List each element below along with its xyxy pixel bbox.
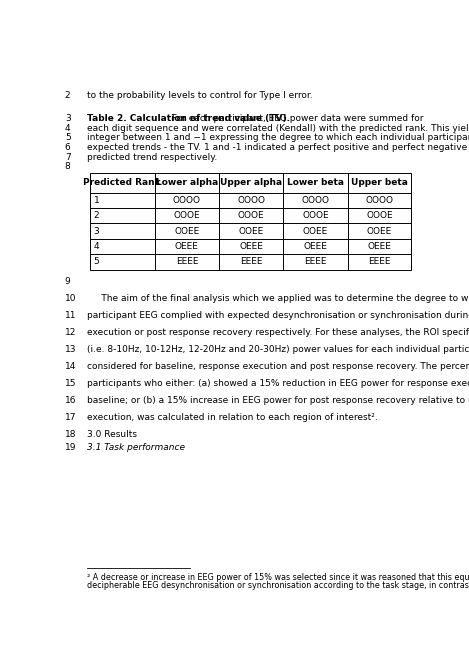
Text: to the probability levels to control for Type I error.: to the probability levels to control for… [86, 91, 312, 100]
Text: participant EEG complied with expected desynchronisation or synchronisation duri: participant EEG complied with expected d… [86, 311, 469, 320]
Text: 3: 3 [65, 114, 70, 123]
Text: predicted trend respectively.: predicted trend respectively. [86, 153, 217, 162]
Text: Upper beta: Upper beta [351, 178, 408, 187]
Text: 1: 1 [93, 196, 99, 205]
Text: OOOO: OOOO [302, 196, 330, 205]
Text: OOEE: OOEE [303, 227, 328, 235]
Text: Upper alpha: Upper alpha [220, 178, 282, 187]
Text: Lower alpha: Lower alpha [156, 178, 218, 187]
Text: 3: 3 [93, 227, 99, 235]
Text: OOOE: OOOE [302, 211, 329, 220]
Text: OOEE: OOEE [174, 227, 199, 235]
Text: EEEE: EEEE [368, 258, 391, 266]
Text: OEEE: OEEE [175, 242, 199, 251]
Text: OOOO: OOOO [365, 196, 393, 205]
Text: OEEE: OEEE [368, 242, 392, 251]
Text: Table 2. Calculation of trend value (TV).: Table 2. Calculation of trend value (TV)… [86, 114, 289, 123]
Text: 10: 10 [65, 294, 76, 303]
Text: EEEE: EEEE [304, 258, 327, 266]
Text: 11: 11 [65, 311, 76, 320]
Text: 5: 5 [93, 258, 99, 266]
Text: decipherable EEG desynchronisation or synchronisation according to the task stag: decipherable EEG desynchronisation or sy… [86, 581, 469, 590]
Text: 8: 8 [65, 163, 70, 171]
Text: execution, was calculated in relation to each region of interest².: execution, was calculated in relation to… [86, 413, 377, 422]
Text: OEEE: OEEE [239, 242, 263, 251]
Text: participants who either: (a) showed a 15% reduction in EEG power for response ex: participants who either: (a) showed a 15… [86, 379, 469, 388]
Text: OOEE: OOEE [239, 227, 264, 235]
Text: 3.0 Results: 3.0 Results [86, 430, 136, 439]
Text: 2: 2 [93, 211, 99, 220]
Text: OOOE: OOOE [238, 211, 265, 220]
Text: considered for baseline, response execution and post response recovery. The perc: considered for baseline, response execut… [86, 362, 469, 371]
Text: OOOE: OOOE [174, 211, 200, 220]
Text: 15: 15 [65, 379, 76, 388]
Text: 2: 2 [65, 91, 70, 100]
Text: Predicted Rank: Predicted Rank [83, 178, 161, 187]
Text: 9: 9 [65, 278, 70, 286]
Text: 7: 7 [65, 153, 70, 162]
Text: 4: 4 [65, 124, 70, 132]
Text: each digit sequence and were correlated (Kendall) with the predicted rank. This : each digit sequence and were correlated … [86, 124, 469, 132]
Text: 14: 14 [65, 362, 76, 371]
Text: 4: 4 [93, 242, 99, 251]
Text: integer between 1 and −1 expressing the degree to which each individual particip: integer between 1 and −1 expressing the … [86, 133, 469, 142]
Text: OOOO: OOOO [173, 196, 201, 205]
Text: 17: 17 [65, 413, 76, 422]
Text: (i.e. 8-10Hz, 10-12Hz, 12-20Hz and 20-30Hz) power values for each individual par: (i.e. 8-10Hz, 10-12Hz, 12-20Hz and 20-30… [86, 345, 469, 354]
Text: 5: 5 [65, 133, 70, 142]
Text: execution or post response recovery respectively. For these analyses, the ROI sp: execution or post response recovery resp… [86, 328, 469, 337]
Text: 12: 12 [65, 328, 76, 337]
Text: 18: 18 [65, 430, 76, 439]
Text: OEEE: OEEE [303, 242, 327, 251]
Text: OOOE: OOOE [366, 211, 393, 220]
Text: 3.1 Task performance: 3.1 Task performance [86, 443, 184, 452]
Text: The aim of the final analysis which we applied was to determine the degree to wh: The aim of the final analysis which we a… [86, 294, 469, 303]
Text: 16: 16 [65, 396, 76, 405]
Text: ² A decrease or increase in EEG power of 15% was selected since it was reasoned : ² A decrease or increase in EEG power of… [86, 573, 469, 582]
Text: 13: 13 [65, 345, 76, 354]
Text: 19: 19 [65, 443, 76, 452]
Text: 6: 6 [65, 143, 70, 152]
Bar [90, 173, 411, 270]
Text: For each participant, EEG power data were summed for: For each participant, EEG power data wer… [169, 114, 424, 123]
Text: expected trends - the TV. 1 and -1 indicated a perfect positive and perfect nega: expected trends - the TV. 1 and -1 indic… [86, 143, 469, 152]
Text: EEEE: EEEE [175, 258, 198, 266]
Text: OOOO: OOOO [237, 196, 265, 205]
Text: OOEE: OOEE [367, 227, 392, 235]
Text: Lower beta: Lower beta [287, 178, 344, 187]
Text: baseline; or (b) a 15% increase in EEG power for post response recovery relative: baseline; or (b) a 15% increase in EEG p… [86, 396, 469, 405]
Text: EEEE: EEEE [240, 258, 263, 266]
